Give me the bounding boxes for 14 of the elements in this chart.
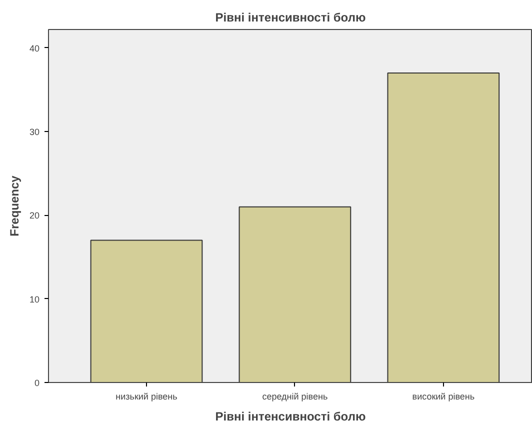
x-axis-title: Рівні інтенсивності болю [215,410,366,424]
y-axis-title: Frequency [7,175,22,236]
y-tick-label: 30 [29,127,40,138]
x-tick-label: низький рівень [116,392,178,402]
bar [90,240,203,382]
y-tick-label: 40 [29,43,40,54]
y-tick-label: 20 [29,210,40,221]
chart-title: Рівні інтенсивності болю [215,10,366,24]
bar [238,206,352,382]
y-tick-label: 0 [34,378,40,388]
x-tick-label: середній рівень [262,392,328,402]
y-tick-label: 10 [29,294,40,304]
x-tick-label: високий рівень [412,392,475,402]
bar [387,72,500,382]
